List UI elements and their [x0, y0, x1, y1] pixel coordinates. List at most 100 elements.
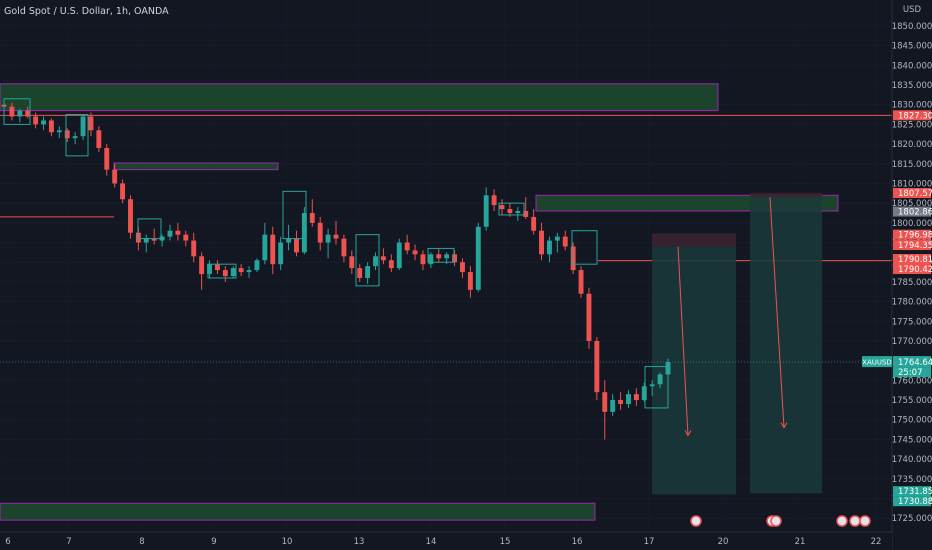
price-tag [893, 206, 931, 217]
time-tick-label: 8 [139, 537, 144, 547]
price-tag [893, 110, 931, 121]
price-tag [893, 486, 931, 497]
candle-body [507, 209, 513, 213]
ticker-badge [862, 356, 892, 368]
event-flags[interactable] [690, 515, 871, 527]
price-axis[interactable] [892, 0, 932, 550]
price-tick-label: 1825.000 [892, 120, 932, 130]
pattern-box[interactable] [571, 230, 598, 265]
candle-body [365, 266, 371, 278]
candle-body [80, 116, 86, 137]
candle-body [420, 254, 426, 265]
candle-body [483, 195, 489, 227]
price-tick-label: 1845.000 [892, 42, 932, 52]
us-flag-icon[interactable] [849, 515, 861, 527]
candle-body [388, 260, 394, 269]
price-tick-label: 1800.000 [892, 219, 932, 229]
candle-body [570, 246, 576, 271]
candle-body [309, 212, 315, 223]
candle-body [120, 183, 126, 200]
candle-body [349, 256, 355, 269]
candle-body [633, 394, 639, 401]
pattern-box[interactable] [3, 98, 31, 125]
projection-arrow[interactable] [677, 246, 689, 436]
short-target-zone[interactable] [652, 246, 736, 495]
candle-body [159, 236, 165, 241]
resistance-lines[interactable] [0, 114, 892, 262]
candle-body [214, 264, 220, 271]
candle-body [626, 394, 631, 404]
short-target-zone[interactable] [750, 197, 822, 494]
short-stop-zone[interactable] [652, 233, 736, 247]
price-tick-label: 1725.000 [892, 514, 932, 524]
candle-body [467, 272, 473, 290]
candle-body [230, 268, 236, 276]
pattern-box[interactable] [282, 190, 307, 240]
candle-body [491, 195, 497, 206]
candle-body [286, 238, 292, 243]
last-price-badge [893, 356, 931, 368]
pattern-box[interactable] [427, 247, 455, 263]
candle-body [523, 211, 529, 217]
candle-body [539, 230, 544, 255]
candle-body [112, 169, 118, 184]
candle-body [357, 268, 363, 278]
us-flag-icon[interactable] [836, 515, 848, 527]
time-tick-label: 10 [282, 537, 293, 547]
candle-body [373, 256, 378, 267]
pattern-box[interactable] [644, 366, 669, 409]
time-tick-label: 9 [211, 537, 216, 547]
time-tick-label: 21 [795, 537, 806, 547]
candle-body [404, 242, 410, 251]
price-tag-label: 1807.570 [898, 189, 932, 199]
symbol-title: Gold Spot / U.S. Dollar, 1h, OANDA [4, 6, 169, 17]
short-stop-zone[interactable] [750, 192, 822, 198]
pattern-boxes[interactable] [3, 98, 669, 409]
candle-body [41, 120, 46, 125]
pattern-box[interactable] [498, 202, 525, 216]
candle-body [531, 216, 537, 231]
supply-zone-top[interactable] [0, 83, 719, 112]
last-price-label: 1764.645 [898, 358, 932, 368]
demand-zone-bottom[interactable] [0, 502, 596, 521]
us-flag-icon[interactable] [690, 515, 702, 527]
candle-body [96, 130, 102, 149]
price-tick-label: 1745.000 [892, 435, 932, 445]
candle-body [278, 242, 284, 265]
price-tick-label: 1810.000 [892, 179, 932, 189]
short-position-tools[interactable] [652, 192, 822, 495]
candle-body [222, 270, 228, 276]
supply-zone-middle[interactable] [113, 162, 279, 171]
zone-rectangles[interactable] [0, 83, 839, 521]
pattern-box[interactable] [65, 114, 89, 157]
projection-arrows[interactable] [677, 197, 788, 437]
us-flag-icon[interactable] [859, 515, 871, 527]
candle-body [151, 238, 157, 241]
countdown-badge [893, 367, 931, 378]
price-tick-label: 1780.000 [892, 298, 932, 308]
candle-body [294, 238, 299, 253]
candle-body [128, 199, 133, 233]
candle-body [460, 262, 465, 273]
pattern-box[interactable] [137, 218, 162, 240]
candle-body [191, 240, 197, 257]
time-axis[interactable] [0, 532, 892, 550]
price-tag-label: 1827.308 [898, 111, 932, 121]
candle-body [412, 250, 418, 255]
time-tick-label: 16 [572, 537, 583, 547]
projection-arrow[interactable] [769, 197, 785, 428]
candle-body [9, 106, 15, 117]
candle-body [515, 211, 521, 213]
candle-body [546, 240, 552, 255]
candle-body [444, 254, 450, 259]
pattern-box[interactable] [355, 234, 380, 287]
candle-body [452, 254, 458, 263]
pattern-box[interactable] [207, 263, 237, 279]
us-flag-icon[interactable] [770, 515, 782, 527]
price-tick-label: 1820.000 [892, 140, 932, 150]
candle-body [64, 130, 70, 139]
candle-body [578, 270, 584, 294]
candle-body [301, 212, 307, 253]
